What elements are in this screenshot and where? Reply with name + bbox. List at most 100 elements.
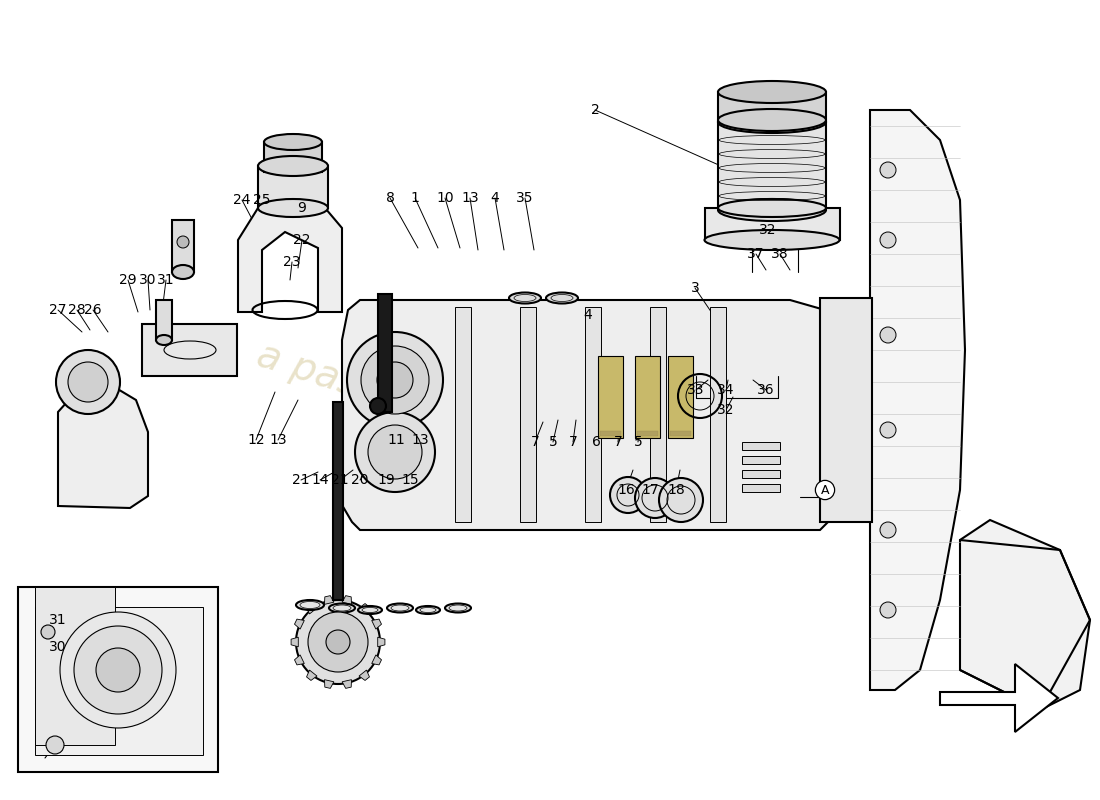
Circle shape: [370, 398, 386, 414]
Text: 1: 1: [410, 191, 419, 205]
Ellipse shape: [718, 199, 826, 221]
Ellipse shape: [610, 477, 646, 513]
Circle shape: [377, 362, 412, 398]
Text: 25: 25: [253, 193, 271, 207]
Polygon shape: [324, 680, 333, 688]
Circle shape: [361, 346, 429, 414]
Text: 16: 16: [617, 483, 635, 497]
Circle shape: [177, 236, 189, 248]
Text: 22: 22: [294, 233, 310, 247]
Bar: [333, 402, 343, 600]
Bar: [742, 484, 780, 492]
Text: 23: 23: [284, 255, 300, 269]
Text: 12: 12: [248, 433, 265, 447]
Bar: [710, 307, 726, 522]
Bar: [637, 431, 658, 436]
Circle shape: [346, 332, 443, 428]
Ellipse shape: [258, 199, 328, 217]
Bar: [18, 587, 218, 772]
Ellipse shape: [387, 603, 412, 613]
Bar: [172, 220, 194, 272]
Text: 11: 11: [387, 433, 405, 447]
Bar: [585, 307, 601, 522]
Bar: [742, 470, 780, 478]
Circle shape: [308, 612, 369, 672]
Ellipse shape: [264, 134, 322, 150]
Polygon shape: [307, 603, 317, 614]
Text: 6: 6: [592, 435, 601, 449]
Circle shape: [41, 625, 55, 639]
Polygon shape: [372, 619, 382, 629]
Text: 37: 37: [747, 247, 764, 261]
Text: 9: 9: [298, 201, 307, 215]
Circle shape: [880, 522, 896, 538]
Text: 31: 31: [157, 273, 175, 287]
Bar: [670, 431, 691, 436]
Polygon shape: [359, 670, 370, 681]
Polygon shape: [960, 520, 1090, 710]
Bar: [258, 166, 328, 208]
Ellipse shape: [416, 606, 440, 614]
Text: 13: 13: [411, 433, 429, 447]
Text: 17: 17: [641, 483, 659, 497]
Circle shape: [880, 422, 896, 438]
Circle shape: [74, 626, 162, 714]
Text: 18: 18: [667, 483, 685, 497]
Circle shape: [296, 600, 380, 684]
Ellipse shape: [446, 603, 471, 613]
Bar: [718, 92, 826, 122]
Text: 3: 3: [691, 281, 700, 295]
Polygon shape: [342, 596, 352, 604]
Bar: [718, 122, 826, 210]
Text: 13: 13: [270, 433, 287, 447]
Text: 5: 5: [634, 435, 642, 449]
Bar: [142, 324, 236, 376]
Bar: [598, 356, 623, 438]
Bar: [820, 298, 872, 522]
Ellipse shape: [546, 293, 578, 303]
Bar: [742, 442, 780, 450]
Bar: [635, 356, 660, 438]
Text: 5: 5: [549, 435, 558, 449]
Text: a passion for parts: a passion for parts: [252, 336, 608, 484]
Polygon shape: [342, 680, 352, 688]
Text: 27: 27: [50, 303, 67, 317]
Circle shape: [68, 362, 108, 402]
Ellipse shape: [718, 199, 826, 217]
Text: 20: 20: [351, 473, 369, 487]
Ellipse shape: [659, 478, 703, 522]
Bar: [650, 307, 666, 522]
Circle shape: [880, 602, 896, 618]
Circle shape: [46, 736, 64, 754]
Circle shape: [880, 232, 896, 248]
Polygon shape: [940, 664, 1058, 732]
Ellipse shape: [718, 81, 826, 103]
Circle shape: [60, 612, 176, 728]
Text: 14: 14: [311, 473, 329, 487]
Text: 36: 36: [757, 383, 774, 397]
Text: 32: 32: [759, 223, 777, 237]
Text: 30: 30: [140, 273, 156, 287]
Polygon shape: [307, 670, 317, 681]
Text: 7: 7: [569, 435, 578, 449]
Circle shape: [368, 425, 422, 479]
Polygon shape: [372, 655, 382, 665]
Circle shape: [880, 162, 896, 178]
Bar: [705, 208, 840, 240]
Ellipse shape: [156, 335, 172, 345]
Text: 32: 32: [717, 403, 735, 417]
Bar: [35, 587, 116, 745]
Text: 2: 2: [591, 103, 600, 117]
Circle shape: [880, 327, 896, 343]
Text: 31: 31: [50, 613, 67, 627]
Polygon shape: [292, 638, 298, 646]
Text: 33: 33: [688, 383, 705, 397]
Bar: [264, 142, 322, 172]
Text: 4: 4: [491, 191, 499, 205]
Polygon shape: [342, 300, 845, 530]
Text: 4: 4: [584, 308, 593, 322]
Bar: [668, 356, 693, 438]
Polygon shape: [359, 603, 370, 614]
Text: 24: 24: [233, 193, 251, 207]
Text: 35: 35: [516, 191, 534, 205]
